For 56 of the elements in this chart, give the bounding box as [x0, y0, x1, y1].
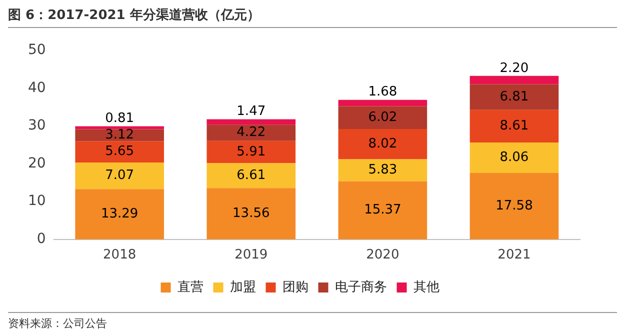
data-label: 13.29: [100, 206, 138, 222]
data-label: 0.81: [105, 111, 134, 126]
bar: [206, 124, 296, 141]
data-label: 5.65: [105, 144, 134, 160]
bar: [338, 128, 428, 160]
data-label: 15.37: [364, 202, 402, 218]
data-label: 1.68: [368, 84, 398, 100]
bar: [206, 188, 296, 240]
data-label: 13.56: [232, 206, 270, 222]
bar: [206, 119, 296, 125]
legend-label: 直营: [177, 280, 204, 295]
data-label: 6.02: [368, 110, 398, 125]
bar: [206, 140, 296, 164]
x-tick-label: 2018: [103, 248, 136, 263]
data-label: 7.07: [105, 168, 134, 184]
chart-title: 图 6：2017-2021 年分渠道营收（亿元）: [8, 6, 617, 28]
data-label: 8.06: [500, 150, 529, 166]
legend-label: 其他: [413, 280, 440, 295]
y-tick-label: 10: [28, 193, 46, 210]
data-label: 8.02: [368, 136, 398, 152]
x-tick-label: 2021: [498, 248, 531, 263]
bar: [75, 126, 164, 130]
y-tick-label: 40: [28, 80, 46, 96]
bar: [470, 76, 559, 84]
bar: [338, 181, 428, 240]
y-tick-label: 0: [36, 231, 46, 248]
bar: [75, 162, 164, 190]
data-label: 3.12: [105, 128, 134, 143]
data-label: 1.47: [236, 104, 266, 120]
legend-label: 加盟: [230, 280, 256, 295]
bar: [470, 172, 559, 240]
bar: [470, 142, 559, 173]
bar: [75, 141, 164, 162]
legend-label: 电子商务: [334, 280, 387, 295]
y-tick-label: 50: [28, 42, 46, 58]
data-label: 2.20: [500, 60, 529, 76]
text: 资料来源：公司公告: [8, 316, 108, 331]
bar: [338, 106, 428, 129]
x-tick-label: 2019: [234, 248, 268, 263]
bar: [470, 110, 559, 142]
y-tick-label: 30: [28, 118, 46, 134]
data-label: 8.61: [500, 118, 529, 134]
bar: [206, 163, 296, 188]
legend-label: 团购: [282, 280, 308, 295]
y-tick-label: 20: [28, 155, 46, 172]
data-label: 6.81: [500, 89, 529, 104]
data-label: 5.91: [236, 144, 266, 160]
x-tick-label: 2020: [366, 248, 400, 263]
data-label: 17.58: [496, 198, 533, 214]
bar: [470, 84, 559, 110]
bar: [338, 100, 428, 106]
data-label: 5.83: [368, 162, 398, 178]
bar: [75, 189, 164, 240]
bar: [338, 159, 428, 182]
data-label: 4.22: [236, 125, 266, 140]
data-label: 6.61: [236, 168, 266, 184]
